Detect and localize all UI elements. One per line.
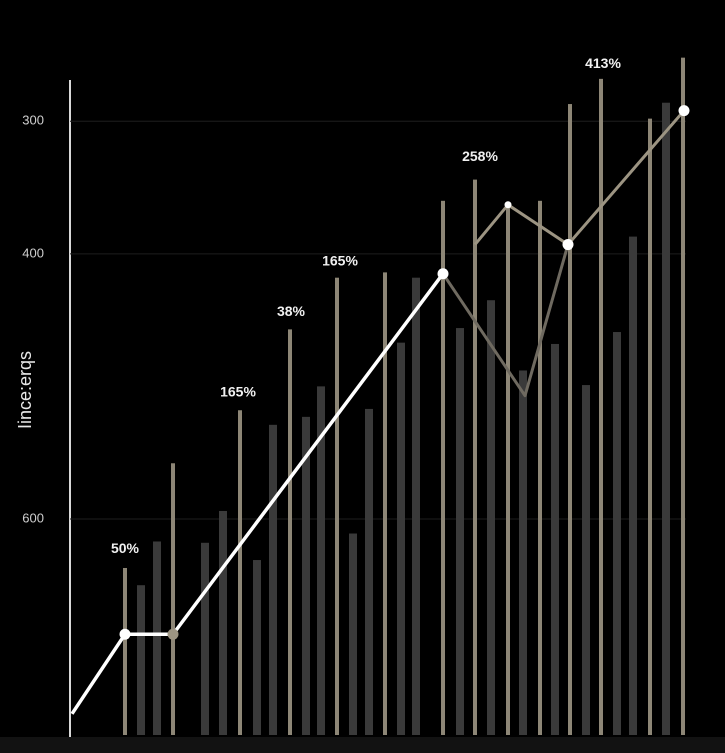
point: [678, 105, 690, 117]
bar: [441, 200, 445, 735]
bar: [397, 342, 405, 735]
bar: [238, 410, 242, 735]
bar: [568, 104, 572, 735]
bar: [456, 328, 464, 735]
bar: [349, 533, 357, 735]
y-tick-label: 300: [22, 113, 44, 128]
bar: [171, 463, 175, 735]
annotation: 165%: [220, 384, 256, 400]
bar: [648, 118, 652, 735]
bar: [123, 567, 127, 735]
annotation: 413%: [585, 55, 621, 71]
line: [473, 109, 686, 247]
bar: [383, 272, 387, 735]
annotation: 258%: [462, 148, 498, 164]
bar: [599, 78, 603, 736]
bar: [137, 585, 145, 735]
annotation: 165%: [322, 252, 358, 268]
bar: [487, 300, 495, 735]
bar: [506, 204, 510, 735]
bar: [681, 57, 685, 736]
line: [70, 272, 445, 715]
point: [562, 239, 574, 251]
bar: [302, 416, 310, 735]
y-tick-label: 400: [22, 245, 44, 260]
bar: [582, 385, 590, 735]
bar: [551, 343, 559, 735]
bar: [613, 332, 621, 735]
bar: [662, 102, 670, 735]
bar: [629, 236, 637, 735]
point: [167, 628, 179, 640]
point: [504, 201, 512, 209]
bar: [288, 329, 292, 735]
line: [441, 244, 570, 398]
bar: [365, 408, 373, 735]
bar: [153, 541, 161, 735]
bar: [473, 179, 477, 735]
point: [437, 268, 449, 280]
bar: [269, 424, 277, 735]
point: [119, 628, 131, 640]
y-tick-label: 600: [22, 510, 44, 525]
annotation: 50%: [111, 540, 140, 556]
bar: [412, 277, 420, 735]
bar: [219, 510, 227, 735]
footer-band: [0, 737, 725, 753]
bar: [253, 560, 261, 735]
bar: [519, 370, 527, 735]
bar: [317, 386, 325, 735]
y-axis-label: Iince:erqs: [15, 351, 35, 429]
bar: [538, 200, 542, 735]
bar: [335, 277, 339, 735]
bar: [201, 542, 209, 735]
annotation: 38%: [277, 303, 306, 319]
